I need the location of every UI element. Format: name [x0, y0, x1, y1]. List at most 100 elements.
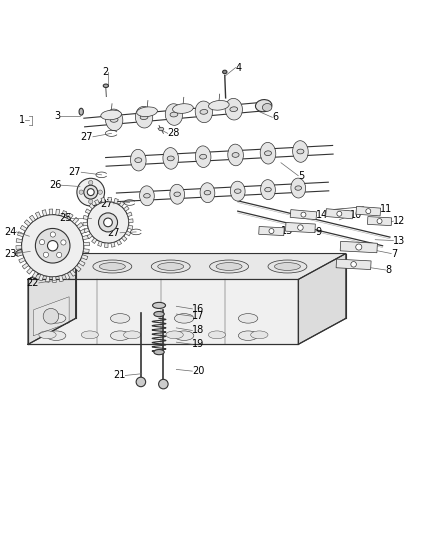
Polygon shape — [28, 254, 346, 279]
Polygon shape — [35, 212, 41, 219]
Ellipse shape — [163, 148, 179, 169]
Polygon shape — [85, 209, 91, 214]
Polygon shape — [20, 225, 27, 231]
Text: 7: 7 — [391, 248, 397, 259]
Circle shape — [43, 309, 59, 324]
Ellipse shape — [265, 151, 272, 156]
Circle shape — [88, 199, 93, 204]
Polygon shape — [67, 213, 73, 220]
Ellipse shape — [230, 181, 245, 201]
Text: 9: 9 — [315, 227, 321, 237]
Polygon shape — [290, 209, 317, 220]
Ellipse shape — [173, 104, 193, 114]
Ellipse shape — [261, 180, 276, 199]
Ellipse shape — [39, 331, 56, 338]
Polygon shape — [62, 211, 67, 217]
Text: 13: 13 — [393, 236, 406, 246]
Polygon shape — [32, 272, 38, 278]
Polygon shape — [127, 212, 132, 216]
Ellipse shape — [170, 184, 184, 204]
Ellipse shape — [208, 331, 226, 338]
Ellipse shape — [144, 193, 150, 198]
Text: 20: 20 — [192, 366, 205, 376]
Ellipse shape — [297, 149, 304, 154]
Text: 27: 27 — [101, 199, 113, 209]
Ellipse shape — [238, 313, 258, 323]
Ellipse shape — [216, 263, 242, 270]
Circle shape — [61, 240, 66, 245]
Polygon shape — [356, 206, 381, 216]
Text: 16: 16 — [192, 304, 205, 314]
Text: 3: 3 — [54, 111, 60, 121]
Polygon shape — [298, 254, 346, 344]
Polygon shape — [84, 228, 89, 233]
Polygon shape — [19, 257, 25, 263]
Text: 26: 26 — [49, 180, 61, 190]
Polygon shape — [28, 254, 76, 344]
Ellipse shape — [167, 156, 174, 161]
Polygon shape — [114, 198, 118, 204]
Polygon shape — [95, 199, 99, 205]
Ellipse shape — [268, 260, 307, 273]
Text: 12: 12 — [393, 216, 406, 226]
Ellipse shape — [234, 189, 241, 193]
Polygon shape — [122, 236, 127, 241]
Text: 8: 8 — [385, 265, 392, 275]
Circle shape — [77, 179, 105, 206]
Circle shape — [39, 239, 45, 245]
Ellipse shape — [230, 107, 238, 111]
Polygon shape — [39, 274, 44, 281]
Text: 23: 23 — [4, 248, 16, 259]
Polygon shape — [53, 277, 57, 282]
Ellipse shape — [238, 331, 258, 341]
Polygon shape — [119, 201, 124, 207]
Ellipse shape — [232, 152, 239, 157]
Ellipse shape — [151, 260, 190, 273]
Ellipse shape — [275, 263, 300, 270]
Polygon shape — [42, 209, 46, 216]
Ellipse shape — [81, 331, 99, 338]
Ellipse shape — [174, 331, 194, 341]
Polygon shape — [124, 206, 129, 211]
Polygon shape — [336, 259, 371, 270]
Polygon shape — [34, 297, 69, 336]
Ellipse shape — [200, 109, 208, 114]
Polygon shape — [18, 232, 24, 237]
Polygon shape — [49, 209, 53, 215]
Ellipse shape — [110, 117, 118, 122]
Text: 27: 27 — [69, 167, 81, 177]
Circle shape — [377, 219, 382, 223]
Polygon shape — [24, 220, 31, 226]
Circle shape — [79, 190, 83, 195]
Ellipse shape — [265, 188, 271, 192]
Ellipse shape — [170, 112, 178, 117]
Polygon shape — [16, 239, 22, 243]
Ellipse shape — [110, 313, 130, 323]
Polygon shape — [78, 261, 85, 266]
Polygon shape — [367, 216, 392, 225]
Ellipse shape — [159, 379, 168, 389]
Ellipse shape — [174, 313, 194, 323]
Polygon shape — [81, 255, 88, 260]
Ellipse shape — [131, 149, 146, 171]
Ellipse shape — [154, 350, 164, 354]
Ellipse shape — [79, 108, 83, 115]
Circle shape — [35, 229, 70, 263]
Polygon shape — [46, 276, 49, 282]
Ellipse shape — [93, 260, 132, 273]
Circle shape — [99, 213, 117, 232]
Polygon shape — [64, 273, 70, 280]
Circle shape — [47, 240, 58, 251]
Ellipse shape — [200, 183, 215, 203]
Text: 10: 10 — [350, 211, 362, 221]
Ellipse shape — [140, 186, 154, 206]
Text: 2: 2 — [102, 67, 108, 77]
Polygon shape — [56, 209, 60, 215]
Ellipse shape — [195, 101, 212, 123]
Polygon shape — [286, 222, 315, 233]
Polygon shape — [117, 240, 122, 245]
Polygon shape — [59, 276, 64, 282]
Ellipse shape — [291, 178, 306, 198]
Ellipse shape — [99, 263, 125, 270]
Text: 28: 28 — [168, 128, 180, 139]
